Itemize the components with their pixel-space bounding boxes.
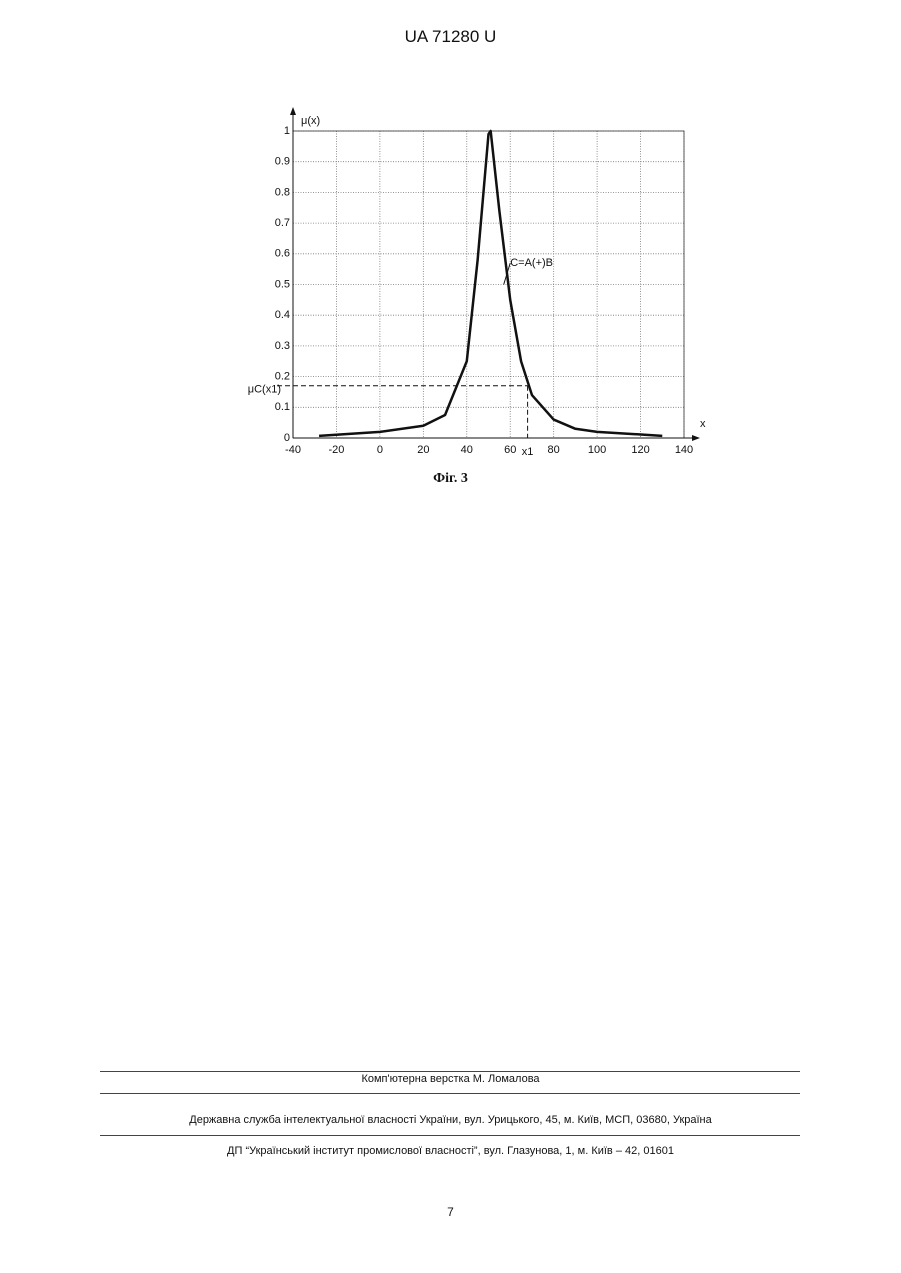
x-tick-label: 80 bbox=[548, 444, 560, 456]
y-tick-label: 0.6 bbox=[275, 248, 290, 260]
x-tick-label: -40 bbox=[285, 444, 301, 456]
y-axis-label: μ(x) bbox=[301, 115, 320, 127]
y-tick-label: 0.3 bbox=[275, 340, 290, 352]
rule bbox=[100, 1071, 800, 1072]
footer-institute: ДП “Український інститут промислової вла… bbox=[0, 1145, 901, 1157]
x-tick-label: 120 bbox=[631, 444, 649, 456]
x-tick-label: 60 bbox=[504, 444, 516, 456]
page-number: 7 bbox=[0, 1205, 901, 1219]
x-tick-label: -20 bbox=[328, 444, 344, 456]
marker-y-label: μC(x1) bbox=[248, 384, 281, 396]
caption: Фіг. 3 bbox=[0, 471, 901, 487]
y-tick-label: 0.8 bbox=[275, 186, 290, 198]
rule bbox=[100, 1135, 800, 1136]
axis-arrow bbox=[290, 107, 296, 115]
curve bbox=[319, 131, 662, 436]
x-axis-label: x bbox=[700, 418, 706, 430]
y-tick-label: 0.4 bbox=[275, 309, 290, 321]
y-tick-label: 0.2 bbox=[275, 371, 290, 383]
footer-layout: Комп'ютерна верстка М. Ломалова bbox=[0, 1073, 901, 1085]
x-tick-label: 40 bbox=[461, 444, 473, 456]
page: UA 71280 U 00.10.20.30.40.50.60.70.80.91… bbox=[0, 0, 901, 1273]
curve-label: C=A(+)B bbox=[510, 257, 553, 269]
y-tick-label: 0.9 bbox=[275, 156, 290, 168]
y-tick-label: 1 bbox=[284, 125, 290, 137]
y-tick-label: 0.5 bbox=[275, 278, 290, 290]
rule bbox=[100, 1093, 800, 1094]
chart: 0 0.1 0.2 0.3 0.4 0.5 0.6 0.7 0.8 0.9 1 -40 -20 0 20 40… bbox=[0, 0, 901, 500]
x-tick-label: 20 bbox=[417, 444, 429, 456]
axis-arrow bbox=[692, 435, 700, 441]
x-tick-label: 0 bbox=[377, 444, 383, 456]
y-tick-label: 0.1 bbox=[275, 401, 290, 413]
marker-x-label: x1 bbox=[522, 446, 534, 458]
y-tick-label: 0.7 bbox=[275, 217, 290, 229]
y-tick-label: 0 bbox=[284, 432, 290, 444]
x-tick-label: 140 bbox=[675, 444, 693, 456]
x-tick-label: 100 bbox=[588, 444, 606, 456]
footer-office: Державна служба інтелектуальної власност… bbox=[0, 1114, 901, 1126]
